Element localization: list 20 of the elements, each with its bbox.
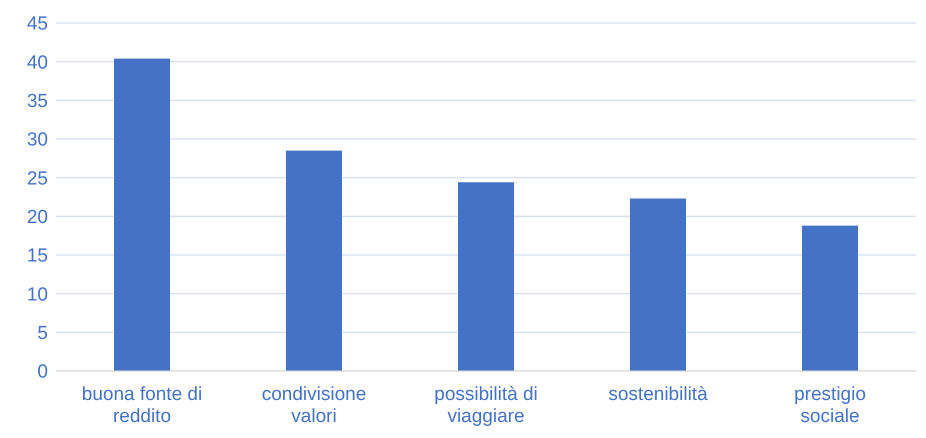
bar (630, 198, 686, 371)
y-tick-label: 0 (37, 362, 48, 383)
y-tick-label: 30 (26, 130, 48, 151)
x-tick-label: condivisione valori (262, 384, 366, 427)
bar (286, 150, 342, 371)
y-tick-label: 5 (37, 323, 48, 344)
y-tick-label: 20 (26, 207, 48, 228)
x-tick-label: sostenibilità (608, 384, 708, 405)
x-tick-label: buona fonte di reddito (82, 384, 202, 427)
bar (802, 226, 858, 371)
y-tick-label: 10 (26, 284, 48, 306)
x-tick-label: prestigio sociale (794, 384, 866, 427)
y-tick-label: 35 (26, 91, 48, 112)
y-tick-label: 40 (26, 52, 48, 74)
y-tick-label: 25 (26, 168, 48, 190)
bar (114, 58, 170, 371)
x-tick-label: possibilità di viaggiare (434, 384, 538, 427)
y-tick-label: 45 (26, 14, 48, 35)
y-tick-label: 15 (26, 246, 48, 267)
bar (458, 182, 514, 371)
